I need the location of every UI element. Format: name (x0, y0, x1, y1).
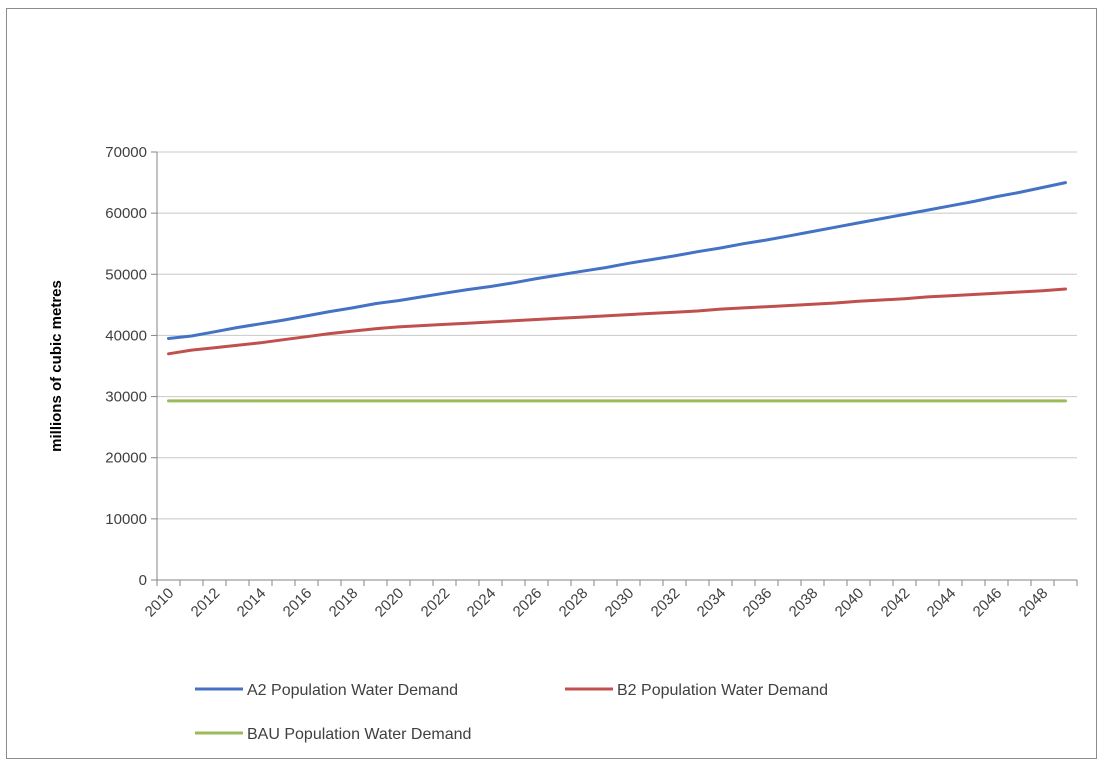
series-lines (167, 181, 1067, 403)
x-tick-labels: 2010 2012 2014 2016 2018 2020 2022 2024 2026 2028… (142, 585, 1052, 621)
x-tick-label: 2030 (602, 585, 638, 621)
y-tick-labels: 0 10000 20000 30000 40000 50000 60000 70000 (105, 144, 147, 589)
x-tick-label: 2048 (1016, 585, 1052, 621)
x-tick-label: 2028 (556, 585, 592, 621)
chart-frame (6, 8, 1097, 759)
x-tick-label: 2044 (924, 585, 960, 621)
legend-label: B2 Population Water Demand (617, 682, 828, 699)
y-tick-label: 20000 (105, 450, 147, 467)
x-tick-label: 2042 (878, 585, 914, 621)
legend-label: A2 Population Water Demand (247, 682, 458, 699)
y-tick-label: 30000 (105, 389, 147, 406)
y-axis-label: millions of cubic metres (48, 280, 65, 452)
x-tick-label: 2016 (280, 585, 316, 621)
y-tick-label: 40000 (105, 327, 147, 344)
y-tick-label: 10000 (105, 511, 147, 528)
x-tick-label: 2012 (188, 585, 224, 621)
legend-label: BAU Population Water Demand (247, 726, 471, 743)
x-tick-label: 2022 (418, 585, 454, 621)
y-tick-label: 70000 (105, 144, 147, 161)
x-tick-label: 2038 (786, 585, 822, 621)
x-tick-label: 2036 (740, 585, 776, 621)
y-tick-label: 60000 (105, 205, 147, 222)
x-tick-label: 2024 (464, 585, 500, 621)
legend: A2 Population Water Demand B2 Population … (195, 682, 828, 743)
x-tick-label: 2020 (372, 585, 408, 621)
x-tick-label: 2040 (832, 585, 868, 621)
gridlines (151, 151, 1078, 586)
series-line-1 (167, 181, 1067, 340)
x-tick-label: 2032 (648, 585, 684, 621)
x-tick-label: 2026 (510, 585, 546, 621)
series-line-2 (167, 287, 1067, 356)
x-tick-label: 2014 (234, 585, 270, 621)
x-tick-label: 2046 (970, 585, 1006, 621)
y-tick-label: 50000 (105, 266, 147, 283)
y-tick-label: 0 (139, 572, 147, 589)
x-tick-label: 2010 (142, 585, 178, 621)
x-tick-label: 2034 (694, 585, 730, 621)
x-tick-label: 2018 (326, 585, 362, 621)
